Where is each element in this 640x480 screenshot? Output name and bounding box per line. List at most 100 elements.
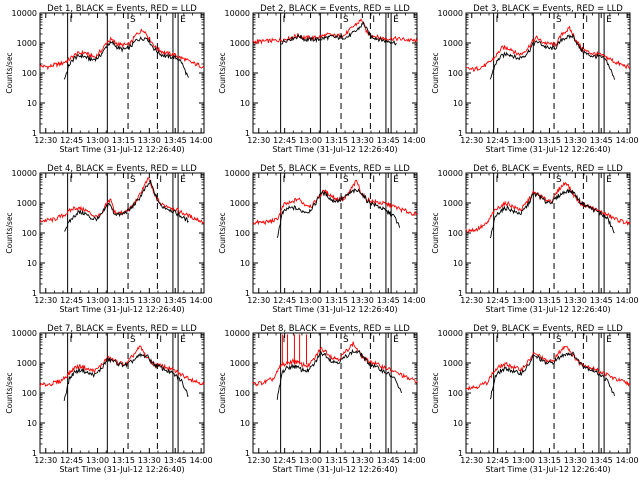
- y-tick-label: 100: [448, 389, 463, 398]
- y-tick-label: 1: [32, 289, 37, 298]
- x-tick-label: 12:45: [273, 136, 296, 145]
- x-tick-label: 13:15: [112, 456, 135, 465]
- detector-panel-8: Det 8, BLACK = Events, RED = LLD 1 10 100 10…: [218, 324, 426, 474]
- region-label: I: [159, 175, 162, 185]
- events-series-line: [63, 35, 189, 80]
- x-tick-label: 13:15: [538, 456, 561, 465]
- y-tick-label: 10: [27, 99, 37, 108]
- x-tick-label: 12:45: [273, 296, 296, 305]
- x-axis-label: Start Time (31-Jul-12 12:26:40): [485, 145, 610, 154]
- x-tick-label: 12:45: [486, 136, 509, 145]
- region-label: E: [393, 15, 399, 25]
- lld-series-line: [465, 345, 631, 391]
- y-tick-label: 1000: [230, 199, 250, 208]
- y-axis-label: Counts/sec: [5, 372, 14, 413]
- panel-title: Det 1, BLACK = Events, RED = LLD: [47, 4, 197, 14]
- x-tick-label: 12:45: [60, 456, 83, 465]
- y-tick-label: 1000: [230, 359, 250, 368]
- y-tick-label: 10: [240, 419, 250, 428]
- x-axis-label: Start Time (31-Jul-12 12:26:40): [485, 465, 610, 474]
- lld-series-line: [252, 18, 418, 45]
- x-tick-label: 13:30: [138, 136, 161, 145]
- y-axis-label: Counts/sec: [5, 52, 14, 93]
- x-tick-label: 13:45: [164, 296, 187, 305]
- region-label: I: [585, 175, 588, 185]
- detector-panel-2: Det 2, BLACK = Events, RED = LLD 1 10 100 10…: [218, 4, 426, 154]
- y-tick-label: 1000: [17, 359, 37, 368]
- y-axis-label: Counts/sec: [431, 212, 440, 253]
- x-tick-label: 13:45: [590, 136, 613, 145]
- y-tick-label: 10: [453, 419, 463, 428]
- x-tick-label: 12:30: [247, 296, 270, 305]
- x-tick-label: 13:30: [351, 296, 374, 305]
- events-series-line: [489, 188, 615, 239]
- y-tick-label: 1: [245, 289, 250, 298]
- events-series-line: [489, 33, 615, 80]
- region-label: I: [372, 335, 375, 345]
- x-axis-label: Start Time (31-Jul-12 12:26:40): [272, 305, 397, 314]
- panel-title: Det 5, BLACK = Events, RED = LLD: [260, 164, 410, 174]
- region-label: I: [496, 15, 499, 25]
- plot-frame: [39, 332, 205, 454]
- x-tick-label: 13:30: [138, 296, 161, 305]
- x-tick-label: 13:15: [112, 296, 135, 305]
- x-tick-label: 13:15: [325, 136, 348, 145]
- y-tick-label: 1000: [443, 39, 463, 48]
- lld-series-line: [39, 345, 205, 388]
- x-tick-label: 13:00: [299, 456, 322, 465]
- region-label: I: [585, 335, 588, 345]
- lld-series-line: [465, 25, 631, 73]
- x-tick-label: 14:00: [616, 296, 639, 305]
- x-tick-label: 13:00: [512, 296, 535, 305]
- y-tick-label: 10: [240, 259, 250, 268]
- panel-title: Det 2, BLACK = Events, RED = LLD: [260, 4, 410, 14]
- y-tick-label: 10: [27, 259, 37, 268]
- region-label: I: [372, 175, 375, 185]
- plot-frame: [465, 172, 631, 294]
- x-tick-label: 12:30: [34, 136, 57, 145]
- y-tick-label: 1: [245, 129, 250, 138]
- x-tick-label: 13:15: [538, 136, 561, 145]
- region-label: S: [556, 15, 562, 25]
- x-tick-label: 14:00: [403, 456, 426, 465]
- y-tick-label: 1000: [443, 199, 463, 208]
- y-tick-label: 1: [458, 129, 463, 138]
- x-tick-label: 12:45: [273, 456, 296, 465]
- x-axis-label: Start Time (31-Jul-12 12:26:40): [272, 145, 397, 154]
- lld-series-line: [39, 28, 205, 71]
- y-tick-label: 10000: [225, 329, 250, 338]
- y-axis-label: Counts/sec: [218, 372, 227, 413]
- y-tick-label: 10000: [225, 9, 250, 18]
- x-tick-label: 13:00: [86, 456, 109, 465]
- plot-frame: [465, 12, 631, 134]
- x-tick-label: 13:15: [112, 136, 135, 145]
- region-label: E: [180, 335, 186, 345]
- y-tick-label: 10000: [438, 169, 463, 178]
- x-tick-label: 13:00: [299, 136, 322, 145]
- region-label: S: [130, 15, 136, 25]
- panel-title: Det 6, BLACK = Events, RED = LLD: [473, 164, 623, 174]
- y-tick-label: 1: [32, 449, 37, 458]
- lld-series-line: [252, 341, 418, 387]
- events-series-line: [489, 351, 615, 400]
- x-tick-label: 13:15: [325, 456, 348, 465]
- plot-frame: [39, 12, 205, 134]
- region-label: E: [606, 15, 612, 25]
- x-tick-label: 12:30: [460, 136, 483, 145]
- x-tick-label: 13:45: [377, 136, 400, 145]
- detector-panel-7: Det 7, BLACK = Events, RED = LLD 1 10 100 10…: [5, 324, 213, 474]
- region-label: I: [70, 15, 73, 25]
- lld-series-line: [465, 181, 631, 233]
- plot-frame: [252, 12, 418, 134]
- x-tick-label: 13:30: [564, 136, 587, 145]
- x-axis-label: Start Time (31-Jul-12 12:26:40): [485, 305, 610, 314]
- detector-panel-6: Det 6, BLACK = Events, RED = LLD 1 10 100 10…: [431, 164, 639, 314]
- region-label: I: [283, 175, 286, 185]
- events-series-line: [63, 352, 189, 401]
- x-tick-label: 14:00: [616, 456, 639, 465]
- x-tick-label: 12:30: [460, 456, 483, 465]
- region-label: E: [180, 175, 186, 185]
- y-tick-label: 1: [458, 289, 463, 298]
- plot-frame: [252, 332, 418, 454]
- x-axis-label: Start Time (31-Jul-12 12:26:40): [272, 465, 397, 474]
